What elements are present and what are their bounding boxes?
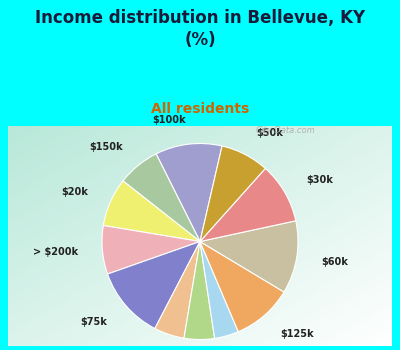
Text: City-Data.com: City-Data.com (255, 126, 315, 135)
Text: $75k: $75k (81, 317, 108, 327)
Wedge shape (184, 241, 215, 340)
Wedge shape (103, 181, 200, 242)
Wedge shape (156, 144, 222, 242)
Wedge shape (123, 154, 200, 242)
Wedge shape (200, 221, 298, 292)
Text: $150k: $150k (89, 141, 122, 152)
Wedge shape (200, 168, 296, 242)
Text: All residents: All residents (151, 102, 249, 116)
Text: Income distribution in Bellevue, KY
(%): Income distribution in Bellevue, KY (%) (35, 9, 365, 49)
Text: $20k: $20k (61, 187, 88, 197)
Wedge shape (155, 241, 200, 338)
Wedge shape (108, 241, 200, 329)
Wedge shape (200, 146, 265, 241)
Wedge shape (200, 241, 284, 332)
Wedge shape (200, 241, 238, 338)
Wedge shape (102, 225, 200, 274)
Text: $50k: $50k (256, 128, 283, 138)
Text: $30k: $30k (306, 175, 333, 185)
Text: $60k: $60k (321, 257, 348, 266)
Text: > $200k: > $200k (33, 247, 78, 257)
Text: $100k: $100k (152, 115, 186, 125)
Text: $125k: $125k (280, 329, 314, 339)
